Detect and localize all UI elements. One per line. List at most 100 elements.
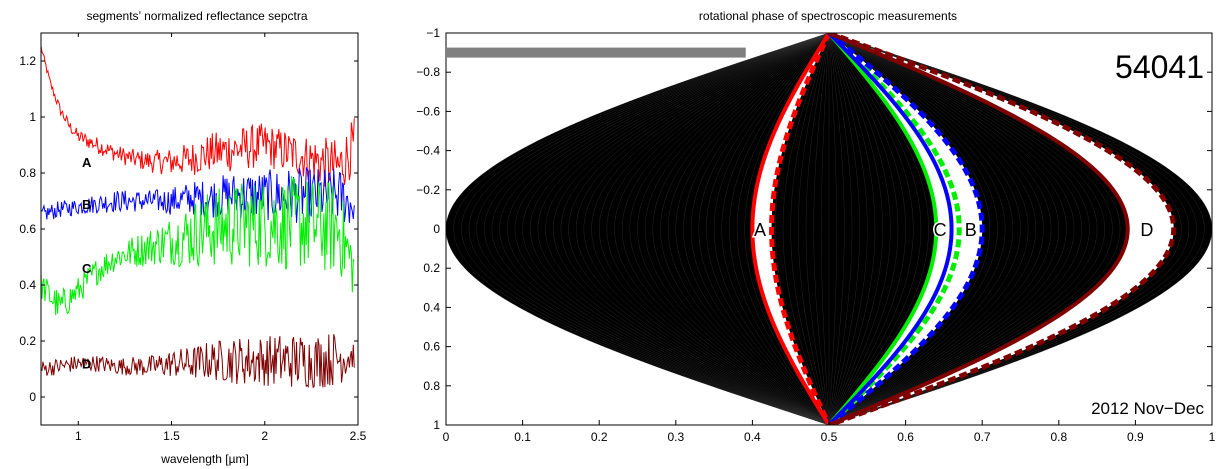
meridian-line [828,33,991,425]
right-chart-title: rotational phase of spectroscopic measur… [699,9,957,23]
meridian-line [736,33,830,425]
solid-curve-D [828,33,1130,425]
solid-curve-B [827,33,954,425]
meridian-line [828,33,1052,425]
y-tick-label: 0.2 [423,261,440,275]
y-tick-label: 0.6 [423,340,440,354]
y-tick-label: −1 [426,26,440,40]
meridian-line [828,33,1113,425]
solid-curve-C [827,33,939,425]
meridian-line [828,33,906,425]
meridian-line [828,33,1205,425]
white-band-A [752,33,829,425]
projection-background [446,33,1212,425]
x-tick-label: 0.5 [821,430,838,444]
curve-label-A: A [754,220,766,240]
y-tick-label: 1 [29,110,36,124]
meridian-line [545,33,830,425]
series-label-D: D [82,356,91,371]
meridian-line [828,33,1082,425]
meridian-line [729,33,830,425]
meridian-line [828,33,1067,425]
dashed-curve-C [827,33,962,425]
meridian-line [537,33,830,425]
meridian-line [828,33,1212,425]
y-tick-label: 0 [433,222,440,236]
y-tick-label: 0.8 [19,166,36,180]
meridian-line [828,33,1059,425]
meridian-line [652,33,830,425]
meridian-line [591,33,830,425]
x-tick-label: 0.2 [591,430,608,444]
meridian-line [614,33,830,425]
x-tick-label: 1 [1209,430,1216,444]
y-tick-label: 0.2 [19,334,36,348]
meridian-line [828,33,837,425]
meridian-line [828,33,1197,425]
rotational-phase-panel: rotational phase of spectroscopic measur… [416,9,1215,444]
meridian-line [514,33,830,425]
meridian-line [828,33,1029,425]
meridian-line [828,33,1006,425]
x-tick-label: 0.4 [744,430,761,444]
date-range-label: 2012 Nov−Dec [1091,399,1204,418]
curve-label-C: C [934,220,947,240]
meridian-line [446,33,830,425]
x-tick-label: 0 [443,430,450,444]
meridian-line [560,33,830,425]
meridian-line [644,33,830,425]
meridian-line [629,33,830,425]
meridian-line [599,33,830,425]
x-tick-label: 0.1 [514,430,531,444]
meridian-line [499,33,830,425]
meridian-line [828,33,1098,425]
y-tick-label: −0.6 [416,104,440,118]
meridian-line [507,33,830,425]
meridian-line [813,33,830,425]
mjd-label: 54041 [1115,49,1204,85]
series-line-A [41,46,355,187]
meridian-line [828,33,883,425]
meridian-line [828,33,876,425]
meridian-line [637,33,830,425]
curve-label-D: D [1140,220,1153,240]
series-line-C [41,176,355,316]
x-tick-label: 0.8 [1050,430,1067,444]
meridian-line [606,33,830,425]
y-tick-label: 0.4 [19,278,36,292]
meridian-line [675,33,830,425]
series-line-B [41,166,355,223]
y-tick-label: 1.2 [19,54,36,68]
y-tick-label: −0.2 [416,183,440,197]
y-tick-label: 0.4 [423,300,440,314]
x-tick-label: 0.3 [667,430,684,444]
x-tick-label: 0.9 [1127,430,1144,444]
x-tick-label: 2.5 [350,429,367,443]
meridian-line [476,33,830,425]
meridian-line [683,33,830,425]
left-series-group [41,46,355,389]
meridian-line [828,33,1014,425]
meridian-line [530,33,830,425]
right-plot-area: A C B D 54041 2012 Nov−Dec 0 0.1 0.2 0.3 0.4 0.5 0.6… [416,26,1215,444]
meridian-line [468,33,830,425]
meridian-line [821,33,830,425]
meridian-line [828,33,1036,425]
x-tick-label: 1 [75,429,82,443]
series-label-B: B [82,197,91,212]
meridian-line [828,33,1105,425]
meridian-line [828,33,998,425]
meridian-line [553,33,830,425]
meridian-line [828,33,929,425]
meridian-line [698,33,830,425]
meridian-line [690,33,830,425]
meridian-line [491,33,830,425]
y-tick-label: 1 [433,418,440,432]
meridian-line [660,33,830,425]
meridian-line [576,33,830,425]
meridian-line [706,33,830,425]
meridian-line [828,33,853,425]
meridian-line [461,33,830,425]
y-tick-label: 0.6 [19,222,36,236]
